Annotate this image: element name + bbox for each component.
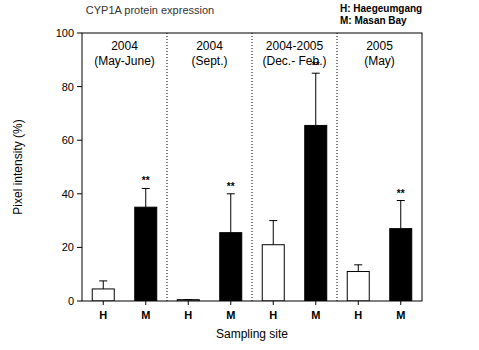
- error-cap: [142, 188, 150, 189]
- y-axis-label: Pixel intensity (%): [11, 119, 25, 214]
- period-label: 2004-2005: [266, 39, 324, 53]
- y-tick-label: 20: [62, 241, 74, 253]
- y-tick: [77, 301, 82, 302]
- x-tick-label: M: [311, 309, 320, 321]
- significance: **: [142, 175, 150, 186]
- y-tick-label: 60: [62, 134, 74, 146]
- y-tick: [77, 193, 82, 194]
- x-tick-label: H: [184, 309, 192, 321]
- error-cap: [184, 299, 192, 300]
- bar: [347, 272, 369, 301]
- error-bar: [99, 281, 107, 289]
- error-bar: [227, 194, 235, 233]
- error-stem: [400, 201, 401, 229]
- x-tick: [273, 301, 274, 305]
- title: CYP1A protein expression: [86, 4, 214, 16]
- error-stem: [273, 221, 274, 245]
- y-tick-label: 0: [68, 295, 74, 307]
- key-label: M: Masan Bay: [340, 15, 407, 26]
- error-bar: [142, 188, 150, 207]
- plot-frame: [82, 33, 422, 301]
- x-tick-label: M: [226, 309, 235, 321]
- error-stem: [358, 265, 359, 272]
- error-bar: [354, 265, 362, 272]
- period-separator: [167, 33, 168, 301]
- bar: [305, 125, 327, 301]
- error-cap: [312, 73, 320, 74]
- error-bar: [312, 73, 320, 125]
- error-cap: [269, 220, 277, 221]
- x-tick-label: M: [396, 309, 405, 321]
- period-label: (May): [364, 54, 395, 68]
- bar: [262, 245, 284, 301]
- period-separator: [252, 33, 253, 301]
- x-tick: [400, 301, 401, 305]
- error-bar: [397, 201, 405, 229]
- y-tick: [77, 86, 82, 87]
- chart-root: CYP1A protein expression H: HaegeumgangM:…: [0, 0, 479, 350]
- bars: [92, 73, 412, 301]
- x-tick-label: H: [269, 309, 277, 321]
- error-bar: [184, 299, 192, 300]
- y-tick-label: 100: [56, 27, 74, 39]
- x-tick: [145, 301, 146, 305]
- y-tick: [77, 33, 82, 34]
- period-label: 2004: [111, 39, 138, 53]
- x-tick: [188, 301, 189, 305]
- significance: **: [227, 181, 235, 192]
- period-label: 2004: [196, 39, 223, 53]
- error-cap: [354, 264, 362, 265]
- x-tick: [230, 301, 231, 305]
- error-bar: [269, 221, 277, 245]
- period-label: (May-June): [94, 54, 155, 68]
- x-axis-label: Sampling site: [216, 327, 288, 341]
- y-tick-label: 80: [62, 81, 74, 93]
- bar: [220, 233, 242, 301]
- key-label: H: Haegeumgang: [340, 3, 422, 14]
- x-tick-label: M: [141, 309, 150, 321]
- y-tick-label: 40: [62, 188, 74, 200]
- significance: **: [397, 188, 405, 199]
- error-cap: [397, 200, 405, 201]
- y-tick: [77, 140, 82, 141]
- period-label: (Sept.): [191, 54, 227, 68]
- error-stem: [103, 281, 104, 289]
- period-separator: [337, 33, 338, 301]
- bar: [390, 229, 412, 301]
- error-cap: [99, 280, 107, 281]
- bar: [135, 207, 157, 301]
- x-tick-label: H: [354, 309, 362, 321]
- error-stem: [230, 194, 231, 233]
- x-tick: [358, 301, 359, 305]
- x-tick: [103, 301, 104, 305]
- chart-svg: CYP1A protein expression H: HaegeumgangM:…: [0, 0, 479, 350]
- period-label: 2005: [366, 39, 393, 53]
- significance: **: [312, 60, 320, 71]
- y-tick: [77, 247, 82, 248]
- bar: [92, 289, 114, 301]
- error-cap: [227, 193, 235, 194]
- error-stem: [145, 188, 146, 207]
- error-stem: [315, 73, 316, 125]
- x-tick-label: H: [99, 309, 107, 321]
- x-tick: [315, 301, 316, 305]
